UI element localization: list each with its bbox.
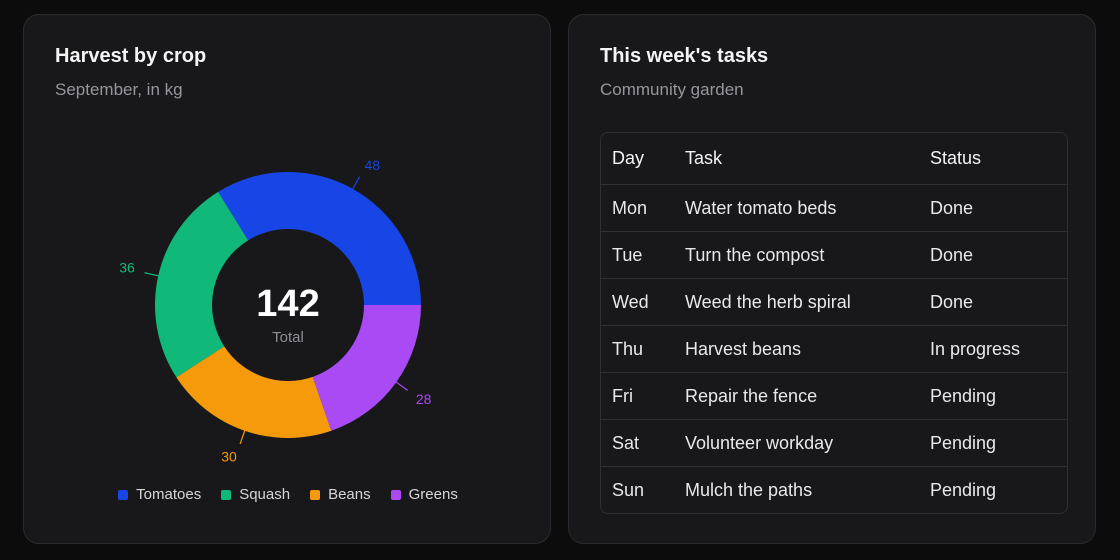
cell-status: Pending (919, 419, 1067, 467)
table-header-row: Day Task Status (601, 133, 1067, 185)
legend-item-beans: Beans (310, 486, 371, 503)
leader-line-beans (239, 427, 247, 445)
center-total-label: Total (272, 329, 304, 346)
cell-day: Thu (601, 325, 674, 373)
cell-day: Sat (601, 419, 674, 467)
table-row: Sat Volunteer workday Pending (601, 419, 1067, 467)
chart-title: Harvest by crop (55, 45, 207, 67)
cell-task: Repair the fence (674, 372, 919, 420)
cell-day: Fri (601, 372, 674, 420)
data-label-tomatoes: 48 (364, 157, 380, 173)
legend-swatch (310, 489, 321, 500)
cell-task: Volunteer workday (674, 419, 919, 467)
legend-label: Tomatoes (136, 486, 202, 503)
data-label-squash: 36 (119, 260, 135, 276)
tasks-table: Day Task Status Mon Water tomato beds Do… (600, 132, 1068, 514)
donut-chart: 48 36 30 28 142 Total (119, 157, 432, 465)
data-label-greens: 28 (416, 391, 432, 407)
legend-item-squash: Squash (221, 486, 290, 503)
legend-item-tomatoes: Tomatoes (118, 486, 201, 503)
column-header-day: Day (601, 133, 674, 185)
tasks-subtitle: Community garden (600, 80, 744, 99)
donut-slice-squash (154, 191, 249, 378)
cell-day: Mon (601, 184, 674, 232)
table-row: Sun Mulch the paths Pending (601, 467, 1067, 514)
center-total-value: 142 (256, 283, 319, 325)
donut-slice-beans (176, 346, 332, 438)
cell-task: Weed the herb spiral (674, 278, 919, 326)
tasks-title: This week's tasks (600, 45, 769, 67)
table-row: Fri Repair the fence Pending (601, 372, 1067, 420)
leader-line-squash (144, 272, 162, 278)
column-header-task: Task (674, 133, 919, 185)
legend-label: Beans (328, 486, 371, 503)
tasks-card: This week's tasks Community garden Day T… (568, 14, 1096, 544)
column-header-status: Status (919, 133, 1067, 185)
cell-status: Done (919, 231, 1067, 279)
cell-status: Pending (930, 479, 997, 500)
cell-task: Turn the compost (674, 231, 919, 279)
data-label-beans: 30 (221, 448, 237, 464)
leader-line-greens (393, 379, 409, 391)
legend-swatch (221, 489, 232, 500)
table-row: Mon Water tomato beds Done (601, 184, 1067, 232)
table-row: Thu Harvest beans In progress (601, 325, 1067, 373)
legend-label: Greens (408, 486, 458, 503)
cell-task: Harvest beans (674, 325, 919, 373)
cell-day: Tue (601, 231, 674, 279)
legend-item-greens: Greens (390, 486, 458, 503)
harvest-card: Harvest by crop September, in kg 48 36 30 2… (23, 14, 551, 544)
cell-status: In progress (919, 325, 1067, 373)
table-row: Tue Turn the compost Done (601, 231, 1067, 279)
cell-day: Sun (612, 479, 645, 500)
leader-line-tomatoes (350, 176, 361, 192)
cell-task: Mulch the paths (685, 479, 813, 500)
donut-slice-greens (312, 305, 421, 431)
table-row: Wed Weed the herb spiral Done (601, 278, 1067, 326)
legend-swatch (390, 489, 401, 500)
cell-task: Water tomato beds (674, 184, 919, 232)
legend-label: Squash (239, 486, 291, 503)
donut-slice-tomatoes (218, 171, 421, 305)
legend-swatch (118, 489, 129, 500)
cell-status: Pending (919, 372, 1067, 420)
cell-status: Done (919, 278, 1067, 326)
cell-status: Done (919, 184, 1067, 232)
chart-legend: Tomatoes Squash Beans Greens (24, 486, 552, 503)
cell-day: Wed (601, 278, 674, 326)
chart-subtitle: September, in kg (55, 80, 183, 99)
